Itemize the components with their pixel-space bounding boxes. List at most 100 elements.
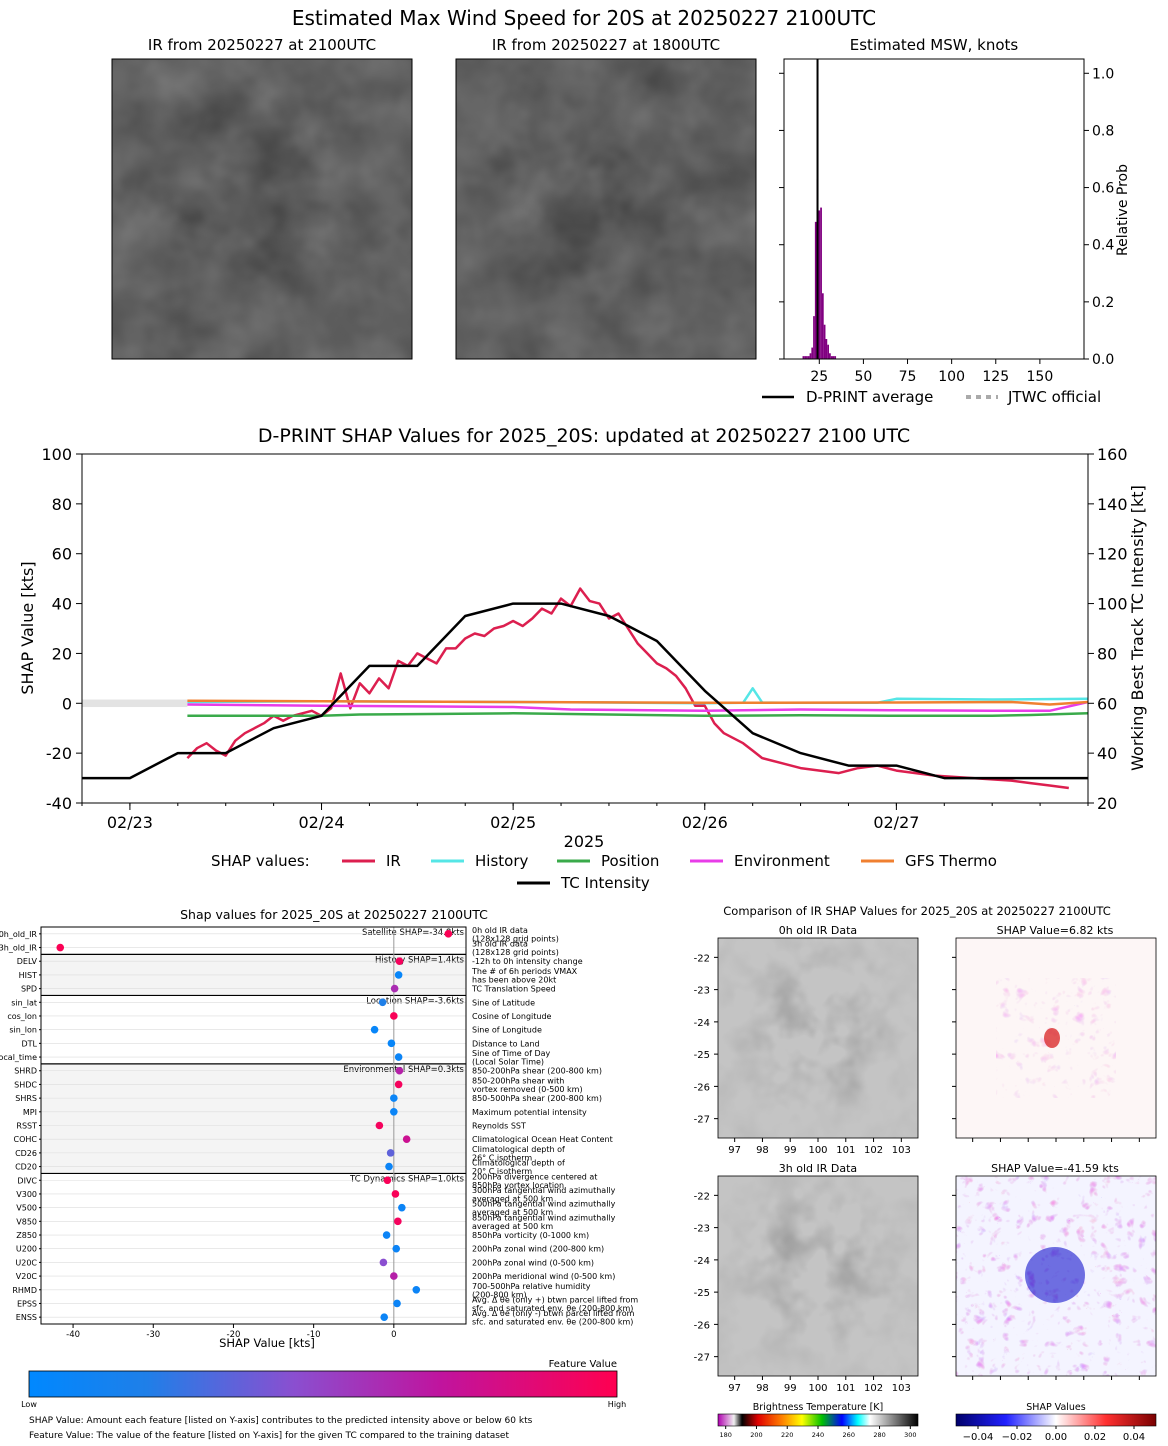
feature-point: [394, 971, 403, 979]
feature-desc: (128x128 grid points): [472, 934, 559, 943]
feature-desc: (128x128 grid points): [472, 948, 559, 957]
feature-point: [390, 1012, 398, 1020]
feature-desc: 700-500hPa relative humidity: [472, 1282, 591, 1291]
hist-xtick-label: 100: [938, 369, 965, 385]
map-ytick-label: -25: [694, 1050, 710, 1061]
feature-point: [444, 930, 453, 938]
shap-timeseries: -40 -20 0 20 40 60 80 100 20 40 60 80 100 120 140 160 02…: [41, 445, 1127, 832]
feature-name: U20C: [15, 1258, 37, 1267]
map-xtick-label: 100: [808, 1383, 827, 1394]
feature-desc: 850hPa vorticity (0-1000 km): [472, 1231, 589, 1240]
group-label: Environmental SHAP=0.3kts: [343, 1065, 464, 1075]
feature-point: [391, 1190, 400, 1198]
map-ytick-label: -24: [694, 1018, 710, 1029]
main-y2label: Working Best Track TC Intensity [kt]: [1128, 485, 1147, 771]
map-ytick-label: -22: [694, 1191, 710, 1202]
main-y2tick-label: 120: [1097, 545, 1128, 564]
map-ytick-label: -27: [694, 1115, 710, 1126]
feature-name: SHRS: [15, 1094, 37, 1103]
hist-bar: [818, 210, 821, 359]
ir1-image: [111, 58, 413, 360]
feature-desc: Sine of Time of Day: [472, 1049, 551, 1058]
ir-3h-map: [717, 1175, 919, 1377]
msw-histogram: 25 50 75 100 125 150 0.0 0.2 0.4 0.6 0.8 1.0: [779, 58, 1114, 385]
shap-colorbar: [955, 1413, 1157, 1427]
series-ir: [186, 587, 1069, 790]
bt-tick-label: 300: [904, 1431, 916, 1439]
feature-name: Z850: [16, 1231, 37, 1240]
hist-bar: [806, 356, 808, 359]
feature-desc: averaged at 500 km: [472, 1208, 553, 1217]
hist-bar: [813, 316, 815, 359]
feature-name: V500: [16, 1204, 37, 1213]
feature-desc: 200hPa meridional wind (0-500 km): [472, 1272, 615, 1281]
hist-bar: [820, 207, 822, 359]
hist-bar: [809, 353, 812, 359]
hist-bar: [825, 339, 828, 359]
hist-ytick-label: 1.0: [1092, 66, 1114, 82]
legend-label: IR: [386, 852, 401, 870]
bt-tick-label: 180: [719, 1431, 731, 1439]
map-ytick-label: -23: [694, 986, 710, 997]
bt-tick-label: 220: [781, 1431, 793, 1439]
hist-xtick-label: 125: [982, 369, 1009, 385]
legend-dprint-label: D-PRINT average: [806, 388, 933, 406]
main-ytick-label: 100: [41, 445, 72, 464]
group-band: [41, 927, 466, 955]
feature-desc: averaged at 500 km: [472, 1222, 553, 1231]
feature-desc: TC Translation Speed: [471, 985, 556, 994]
feature-name: EPSS: [17, 1299, 37, 1308]
main-y2tick-label: 40: [1097, 744, 1117, 763]
main-y2tick-label: 80: [1097, 644, 1117, 663]
legend-label: History: [475, 852, 528, 870]
map-xtick-label: 97: [728, 1383, 741, 1394]
map-xtick-label: 99: [784, 1145, 797, 1156]
legend-jtwc-label: JTWC official: [1007, 388, 1101, 406]
feature-desc: 0h old IR data: [472, 926, 528, 935]
main-y2tick-label: 140: [1097, 495, 1128, 514]
hist-bar: [827, 344, 829, 359]
hist-ylabel: Relative Prob: [1115, 164, 1131, 256]
feature-desc: 26° C isotherm: [472, 1153, 532, 1162]
feature-name: SPD: [21, 985, 37, 994]
legend-label: Position: [601, 852, 659, 870]
map-ytick-label: -22: [694, 953, 710, 964]
br-title: Comparison of IR SHAP Values for 2025_20…: [723, 904, 1110, 918]
shap-tick-label: 0.04: [1123, 1432, 1145, 1443]
ir2-title: IR from 20250227 at 1800UTC: [492, 36, 720, 54]
feature-point: [387, 1039, 396, 1048]
feature-point: [395, 957, 404, 966]
map-xtick-label: 97: [728, 1145, 741, 1156]
fv-high: High: [608, 1400, 626, 1409]
feature-desc: Distance to Land: [472, 1039, 540, 1048]
feature-desc: 3h old IR data: [472, 940, 528, 949]
p3-title: 3h old IR Data: [779, 1162, 857, 1175]
feature-name: MPI: [23, 1108, 37, 1117]
hist-bar: [811, 347, 814, 359]
bl-title: Shap values for 2025_20S at 20250227 210…: [180, 907, 488, 922]
ir2-image: [455, 58, 757, 360]
map-xtick-label: 98: [756, 1383, 769, 1394]
feature-desc: -12h to 0h intensity change: [472, 957, 583, 966]
series-environment: [187, 700, 1089, 713]
hist-bar: [830, 356, 833, 359]
feature-name: RHMD: [12, 1286, 37, 1295]
hist-ytick-label: 0.0: [1092, 352, 1114, 368]
bl-xtick-label: -30: [146, 1330, 160, 1340]
main-xtick-label: 02/23: [107, 813, 153, 832]
zero-band: [82, 699, 188, 708]
feature-point: [390, 984, 399, 993]
feature-desc: The # of 6h periods VMAX: [471, 967, 578, 976]
feature-point: [390, 1108, 398, 1116]
map-xtick-label: 103: [892, 1383, 911, 1394]
feature-point: [402, 1135, 411, 1143]
feature-desc: has been above 20kt: [472, 975, 556, 984]
feature-name: V20C: [16, 1272, 38, 1281]
fv-colorbar-title: Feature Value: [549, 1359, 617, 1370]
feature-name: cos_lon: [7, 1012, 37, 1021]
map-xtick-label: 103: [892, 1145, 911, 1156]
feature-name: DELV: [17, 957, 38, 966]
hist-bar: [807, 356, 810, 359]
map-xtick-label: 99: [784, 1383, 797, 1394]
main-y2tick-label: 20: [1097, 794, 1117, 813]
